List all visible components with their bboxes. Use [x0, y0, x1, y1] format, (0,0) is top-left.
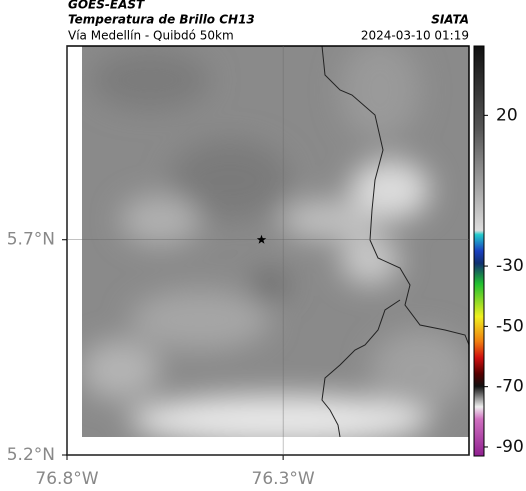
colorbar-tick-label: -30	[496, 256, 524, 276]
x-tick-label: 76.3°W	[252, 469, 315, 489]
satellite-name: GOES-EAST	[68, 0, 145, 12]
colorbar-tick-label: -50	[496, 316, 524, 336]
x-tick-label: 76.8°W	[35, 469, 98, 489]
y-tick-label: 5.7°N	[7, 230, 55, 250]
source-name: SIATA	[431, 13, 469, 27]
colorbar	[473, 45, 485, 457]
satellite-image	[82, 46, 469, 437]
product-name: Temperatura de Brillo CH13	[68, 13, 255, 27]
datetime: 2024-03-10 01:19	[361, 29, 469, 43]
station-marker	[256, 234, 267, 244]
colorbar-tick-label: -70	[496, 377, 524, 397]
y-tick-label: 5.2°N	[7, 445, 55, 465]
colorbar-tick-label: -90	[496, 437, 524, 457]
colorbar-tick-label: 20	[496, 105, 518, 125]
region-name: Vía Medellín - Quibdó 50km	[68, 29, 234, 43]
